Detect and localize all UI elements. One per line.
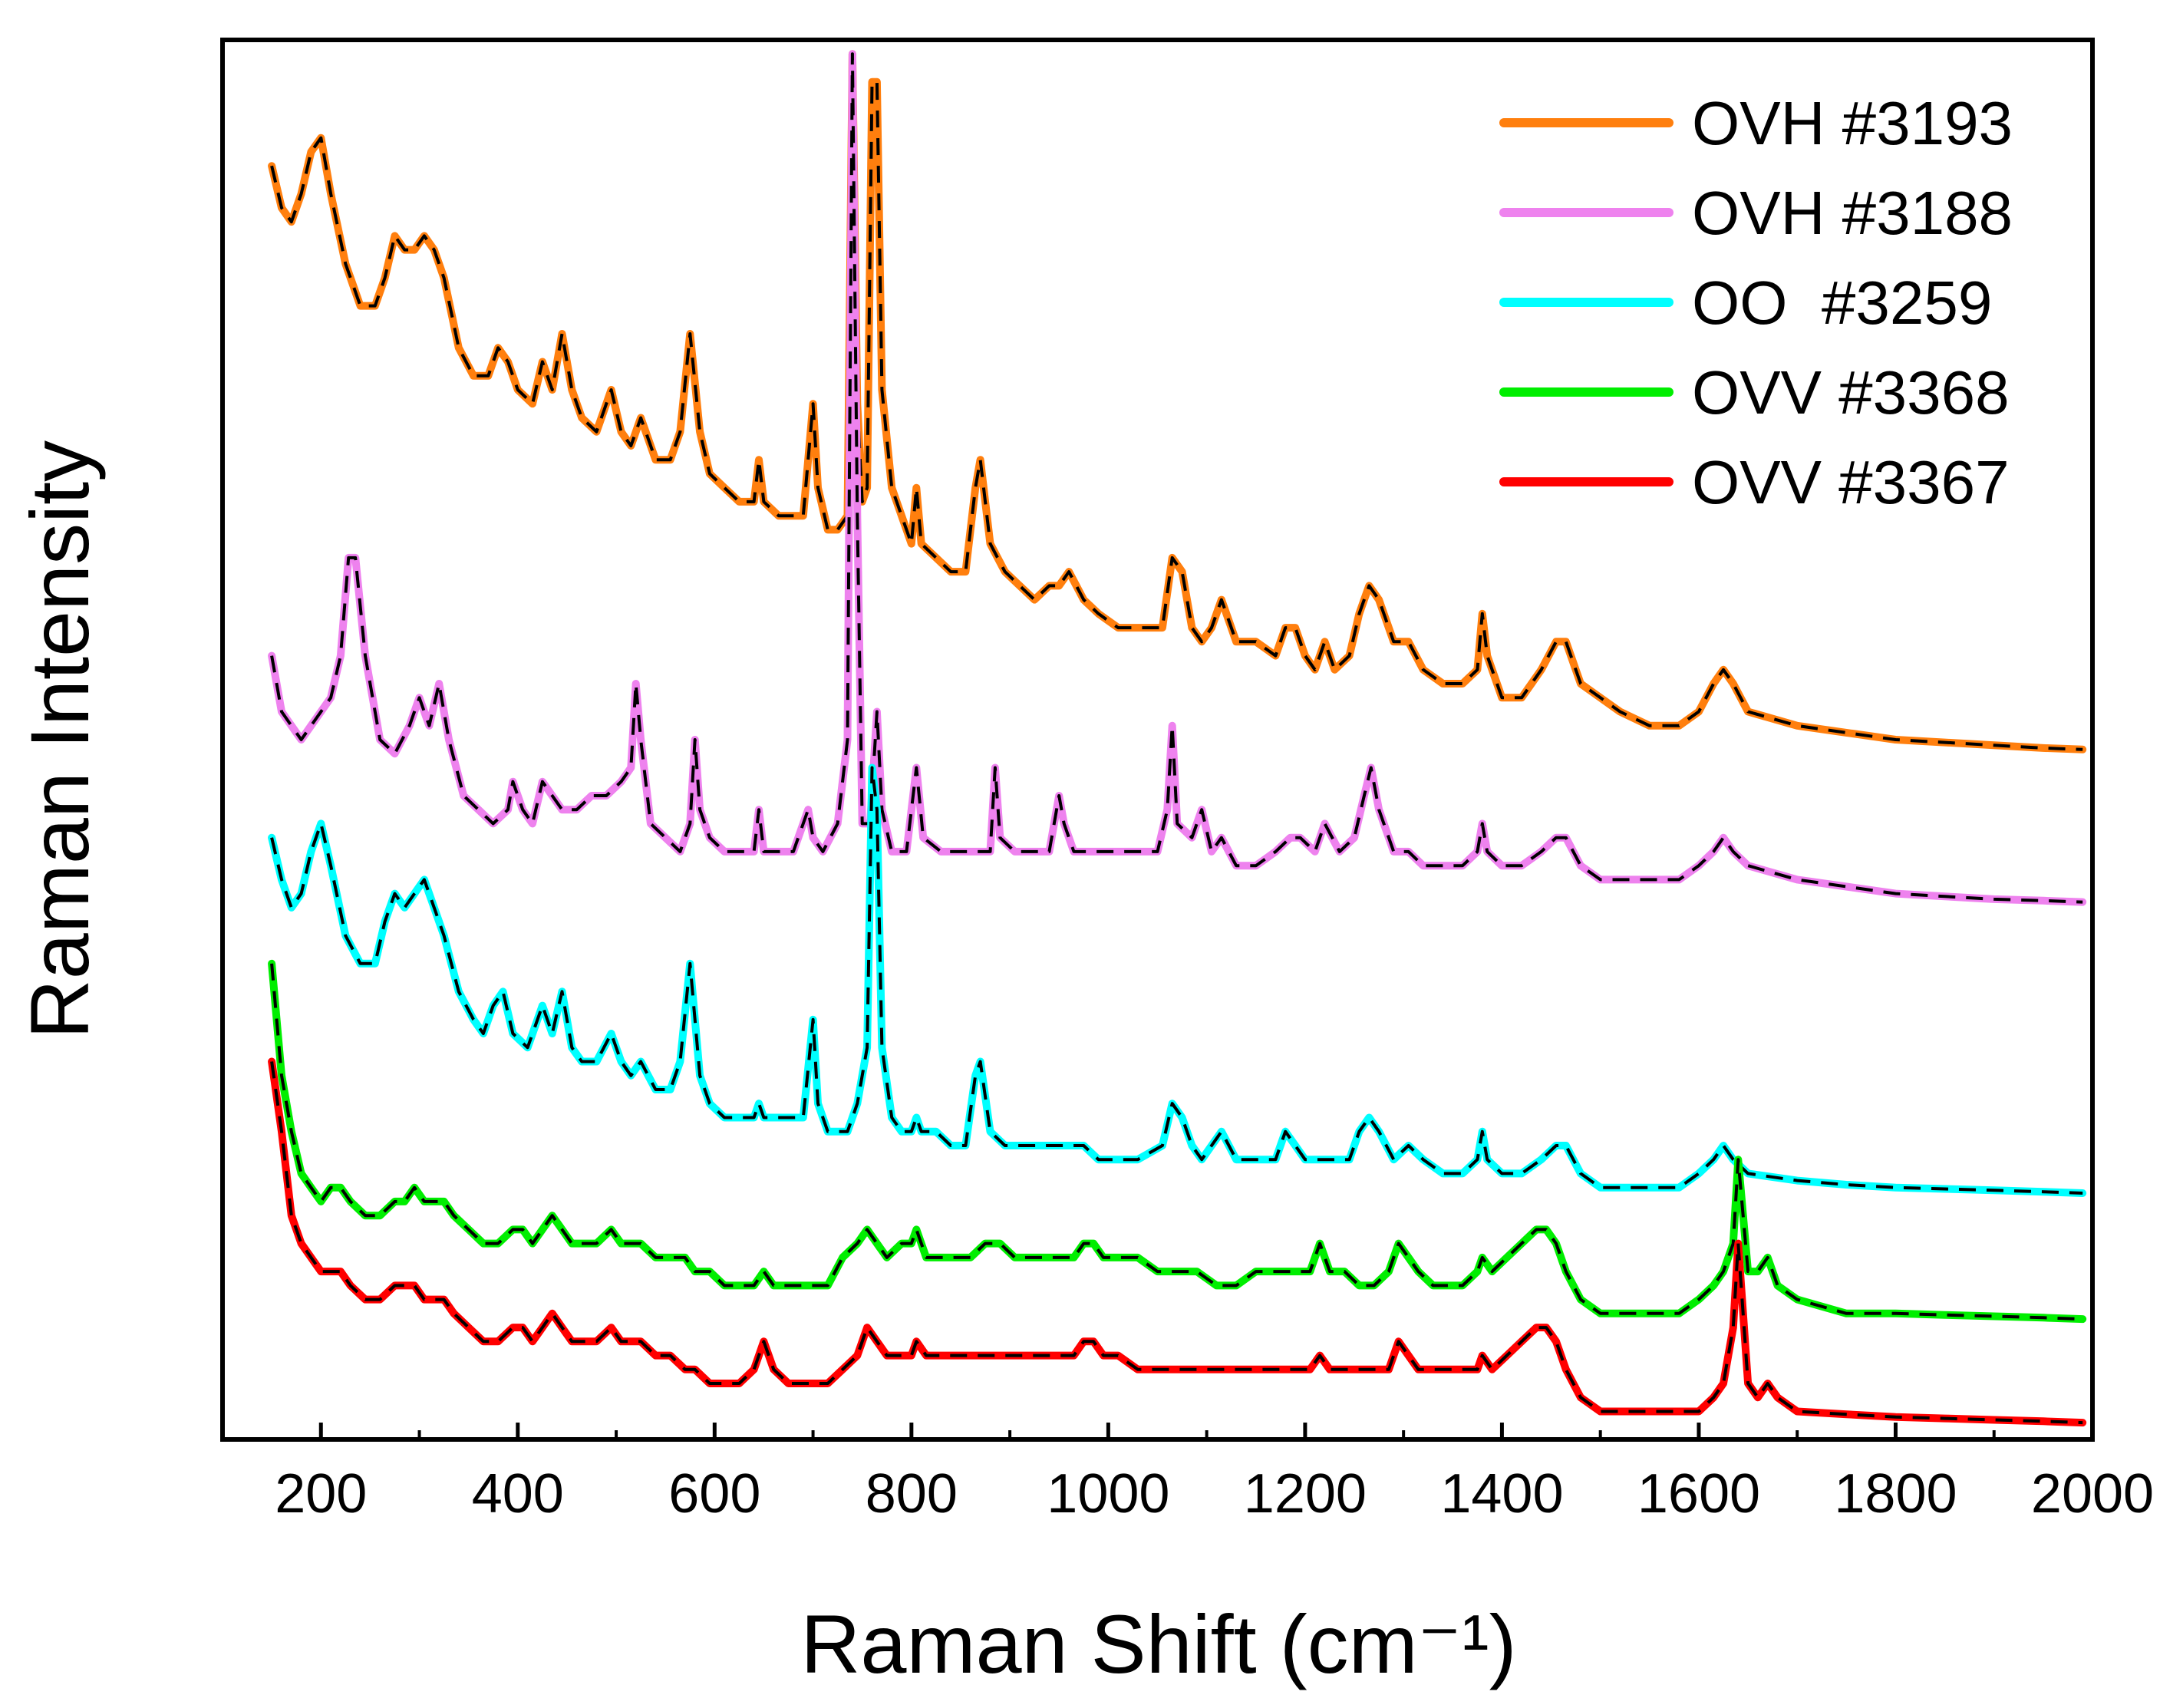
legend-label-ovh-3193: OVH #3193 xyxy=(1692,89,2013,157)
fit-line-ovh-3193 xyxy=(270,52,2083,751)
legend-label-oo-3259: OO #3259 xyxy=(1692,269,1992,337)
y-axis-title: Raman Intensity xyxy=(13,440,106,1039)
series-layer xyxy=(268,50,2087,1427)
fit-line-ovv-3367 xyxy=(270,1061,2083,1425)
fit-line-ovv-3368 xyxy=(270,963,2083,1321)
x-tick-label-1600: 1600 xyxy=(1637,1463,1760,1525)
x-tick-label-2000: 2000 xyxy=(2031,1463,2154,1525)
legend-label-ovv-3367: OVV #3367 xyxy=(1692,448,2010,516)
legend-label-ovh-3188: OVH #3188 xyxy=(1692,179,2013,247)
x-axis: 200 400 600 800 1000 1200 1400 1600 1800 2000 xyxy=(221,1423,2154,1525)
x-axis-title: Raman Shift (cm⁻¹) xyxy=(800,1598,1516,1690)
x-tick-label-1000: 1000 xyxy=(1047,1463,1169,1525)
x-tick-label-1800: 1800 xyxy=(1834,1463,1957,1525)
fit-line-oo-3259 xyxy=(270,766,2083,1195)
x-tick-label-200: 200 xyxy=(275,1463,367,1525)
x-tick-label-600: 600 xyxy=(668,1463,760,1525)
x-tick-label-1200: 1200 xyxy=(1244,1463,1367,1525)
x-tick-label-800: 800 xyxy=(866,1463,958,1525)
plot-frame xyxy=(220,38,2095,1442)
legend: OVH #3193 OVH #3188 OO #3259 OVV #3368 OVV #… xyxy=(1499,89,2013,516)
legend-label-ovv-3368: OVV #3368 xyxy=(1692,358,2010,427)
x-tick-label-400: 400 xyxy=(472,1463,564,1525)
x-tick-label-1400: 1400 xyxy=(1440,1463,1563,1525)
fit-line-ovh-3188 xyxy=(270,52,2083,904)
